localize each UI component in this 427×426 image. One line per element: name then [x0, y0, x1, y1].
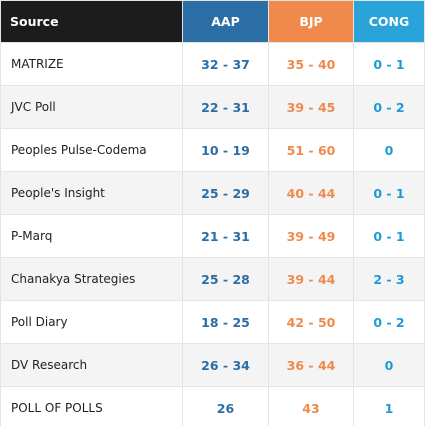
- seat-range-cell: 18 - 25: [182, 300, 269, 344]
- table-row: JVC Poll 22 - 31 39 - 45 0 - 2: [0, 85, 425, 129]
- seat-range-cell: 0: [353, 128, 425, 172]
- seat-range-cell: 0 - 1: [353, 171, 425, 215]
- seat-range-cell: 32 - 37: [182, 42, 269, 86]
- header-cell: Source: [0, 0, 183, 43]
- seat-range-cell: 25 - 29: [182, 171, 269, 215]
- seat-range-cell: 0 - 2: [353, 85, 425, 129]
- header-cell: BJP: [268, 0, 354, 43]
- source-cell: P-Marq: [0, 214, 183, 258]
- table-row: POLL OF POLLS 26 43 1: [0, 386, 425, 426]
- seat-range-cell: 1: [353, 386, 425, 426]
- seat-range-cell: 21 - 31: [182, 214, 269, 258]
- seat-range-cell: 43: [268, 386, 354, 426]
- seat-range-cell: 26 - 34: [182, 343, 269, 387]
- table-row: DV Research 26 - 34 36 - 44 0: [0, 343, 425, 387]
- source-cell: Poll Diary: [0, 300, 183, 344]
- seat-range-cell: 0: [353, 343, 425, 387]
- seat-range-cell: 22 - 31: [182, 85, 269, 129]
- seat-range-cell: 36 - 44: [268, 343, 354, 387]
- source-cell: JVC Poll: [0, 85, 183, 129]
- source-cell: Chanakya Strategies: [0, 257, 183, 301]
- table-body: MATRIZE 32 - 37 35 - 40 0 - 1 JVC Poll 22 - 3…: [0, 42, 425, 426]
- source-cell: POLL OF POLLS: [0, 386, 183, 426]
- source-cell: DV Research: [0, 343, 183, 387]
- source-cell: People's Insight: [0, 171, 183, 215]
- seat-range-cell: 51 - 60: [268, 128, 354, 172]
- seat-range-cell: 26: [182, 386, 269, 426]
- table-row: MATRIZE 32 - 37 35 - 40 0 - 1: [0, 42, 425, 86]
- seat-range-cell: 2 - 3: [353, 257, 425, 301]
- seat-range-cell: 0 - 1: [353, 42, 425, 86]
- seat-range-cell: 39 - 44: [268, 257, 354, 301]
- table-row: Peoples Pulse-Codema 10 - 19 51 - 60 0: [0, 128, 425, 172]
- seat-range-cell: 0 - 2: [353, 300, 425, 344]
- header-cell: AAP: [182, 0, 269, 43]
- source-cell: Peoples Pulse-Codema: [0, 128, 183, 172]
- header-row: Source AAP BJP CONG: [0, 0, 425, 43]
- table-row: Chanakya Strategies 25 - 28 39 - 44 2 - 3: [0, 257, 425, 301]
- table-row: P-Marq 21 - 31 39 - 49 0 - 1: [0, 214, 425, 258]
- header-cell: CONG: [353, 0, 425, 43]
- seat-range-cell: 39 - 45: [268, 85, 354, 129]
- seat-range-cell: 42 - 50: [268, 300, 354, 344]
- seat-range-cell: 40 - 44: [268, 171, 354, 215]
- seat-range-cell: 10 - 19: [182, 128, 269, 172]
- seat-range-cell: 39 - 49: [268, 214, 354, 258]
- table-row: People's Insight 25 - 29 40 - 44 0 - 1: [0, 171, 425, 215]
- source-cell: MATRIZE: [0, 42, 183, 86]
- seat-range-cell: 0 - 1: [353, 214, 425, 258]
- table-header: Source AAP BJP CONG: [0, 0, 425, 43]
- table-row: Poll Diary 18 - 25 42 - 50 0 - 2: [0, 300, 425, 344]
- seat-range-cell: 25 - 28: [182, 257, 269, 301]
- seat-range-cell: 35 - 40: [268, 42, 354, 86]
